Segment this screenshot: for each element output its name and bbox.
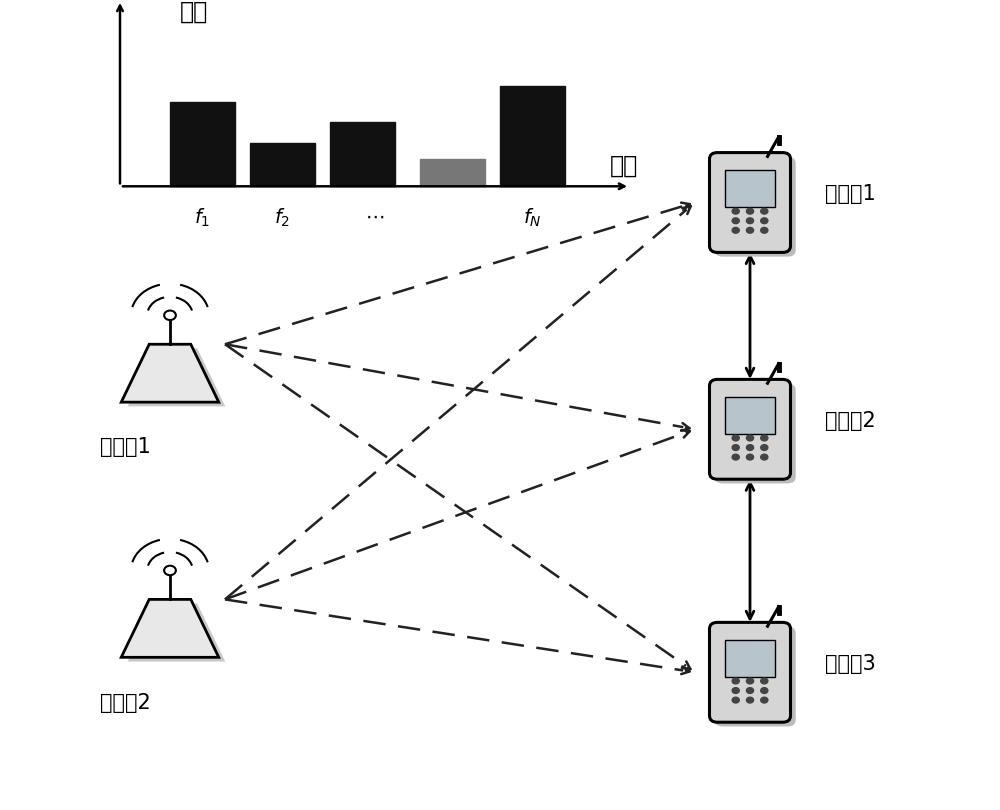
FancyBboxPatch shape [710,622,790,723]
Circle shape [761,697,768,703]
Circle shape [732,218,739,224]
Circle shape [732,435,739,441]
Polygon shape [121,599,219,658]
Polygon shape [128,603,225,662]
Text: 主用户1: 主用户1 [100,437,151,458]
Circle shape [761,435,768,441]
Bar [725,640,775,676]
Circle shape [761,688,768,693]
Circle shape [732,208,739,214]
Circle shape [746,454,754,460]
Text: 主用户2: 主用户2 [100,693,151,713]
Circle shape [732,688,739,693]
FancyBboxPatch shape [710,379,790,480]
FancyBboxPatch shape [715,627,796,727]
Circle shape [732,697,739,703]
Text: $\cdots$: $\cdots$ [365,207,385,225]
Polygon shape [128,348,225,407]
Circle shape [164,565,176,575]
FancyBboxPatch shape [715,384,796,484]
Circle shape [761,208,768,214]
Text: $f_N$: $f_N$ [523,207,542,229]
Polygon shape [121,344,219,403]
Circle shape [164,310,176,320]
Circle shape [746,208,754,214]
Circle shape [761,445,768,450]
Text: $f_2$: $f_2$ [274,207,291,229]
Circle shape [746,697,754,703]
Circle shape [761,678,768,684]
Circle shape [761,228,768,233]
Circle shape [746,228,754,233]
Circle shape [732,454,739,460]
Circle shape [746,678,754,684]
FancyBboxPatch shape [710,152,790,253]
Circle shape [732,445,739,450]
Circle shape [732,228,739,233]
Bar [250,143,315,186]
Text: 次用户2: 次用户2 [825,411,876,431]
Circle shape [746,435,754,441]
FancyBboxPatch shape [715,157,796,257]
Bar [420,159,485,186]
Circle shape [761,218,768,224]
Bar [330,122,395,186]
Circle shape [746,445,754,450]
Bar [725,397,775,433]
Text: 次用户3: 次用户3 [825,654,876,674]
Circle shape [732,678,739,684]
Bar [725,170,775,207]
Text: 幅度: 幅度 [180,0,208,24]
Text: $f_1$: $f_1$ [194,207,211,229]
Text: 频率: 频率 [610,154,638,178]
Circle shape [761,454,768,460]
Bar [170,101,235,186]
Text: 次用户1: 次用户1 [825,185,876,204]
Bar [500,86,565,186]
Circle shape [746,688,754,693]
Circle shape [746,218,754,224]
